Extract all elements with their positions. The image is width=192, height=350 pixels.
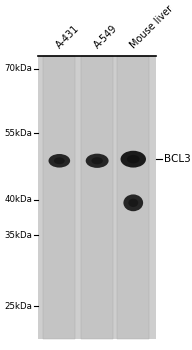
- Ellipse shape: [91, 157, 103, 164]
- Text: BCL3: BCL3: [164, 154, 191, 164]
- Ellipse shape: [123, 194, 143, 211]
- Bar: [38, 56, 156, 339]
- Bar: [43, 56, 75, 339]
- Ellipse shape: [86, 154, 109, 168]
- Ellipse shape: [128, 198, 138, 207]
- Text: A-431: A-431: [54, 24, 81, 51]
- Text: 55kDa: 55kDa: [5, 129, 33, 138]
- Ellipse shape: [121, 151, 146, 168]
- Bar: [117, 56, 149, 339]
- Text: 70kDa: 70kDa: [5, 64, 33, 73]
- Bar: [81, 56, 113, 339]
- Ellipse shape: [127, 155, 140, 163]
- Text: 40kDa: 40kDa: [5, 195, 33, 204]
- Text: 25kDa: 25kDa: [5, 302, 33, 311]
- Ellipse shape: [54, 158, 65, 164]
- Text: Mouse liver: Mouse liver: [128, 4, 175, 51]
- Text: A-549: A-549: [92, 24, 119, 51]
- Text: 35kDa: 35kDa: [5, 231, 33, 240]
- Ellipse shape: [49, 154, 70, 168]
